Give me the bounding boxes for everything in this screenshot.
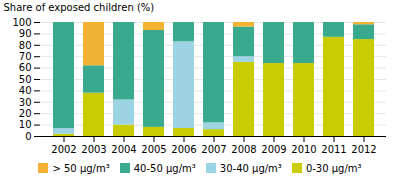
svg-text:2010: 2010 xyxy=(291,144,316,155)
svg-text:20: 20 xyxy=(19,108,32,119)
svg-text:80: 80 xyxy=(19,40,32,51)
html-text:40-50 μg/m³: 40-50 μg/m³ xyxy=(133,162,196,174)
html-text:30-40 μg/m³: 30-40 μg/m³ xyxy=(219,162,282,174)
svg-text:2007: 2007 xyxy=(201,144,226,155)
svg-text:2009: 2009 xyxy=(261,144,286,155)
svg-text:Share of exposed children (%): Share of exposed children (%) xyxy=(4,2,155,13)
svg-text:100: 100 xyxy=(12,17,31,28)
svg-text:0: 0 xyxy=(25,131,31,142)
svg-text:70: 70 xyxy=(19,51,32,62)
svg-text:60: 60 xyxy=(19,62,32,73)
svg-text:2002: 2002 xyxy=(51,144,76,155)
svg-text:2008: 2008 xyxy=(231,144,256,155)
html-text:0-30 μg/m³: 0-30 μg/m³ xyxy=(305,162,362,174)
svg-text:90: 90 xyxy=(19,28,32,39)
svg-text:40: 40 xyxy=(19,85,32,96)
svg-text:2006: 2006 xyxy=(171,144,196,155)
svg-text:2011: 2011 xyxy=(321,144,346,155)
svg-text:2012: 2012 xyxy=(351,144,376,155)
svg-text:2005: 2005 xyxy=(141,144,166,155)
svg-text:10: 10 xyxy=(19,119,32,130)
svg-text:2004: 2004 xyxy=(111,144,136,155)
html-text:> 50 μg/m³: > 50 μg/m³ xyxy=(52,162,110,174)
svg-text:2003: 2003 xyxy=(81,144,106,155)
svg-text:30: 30 xyxy=(19,97,32,108)
svg-text:50: 50 xyxy=(19,74,32,85)
